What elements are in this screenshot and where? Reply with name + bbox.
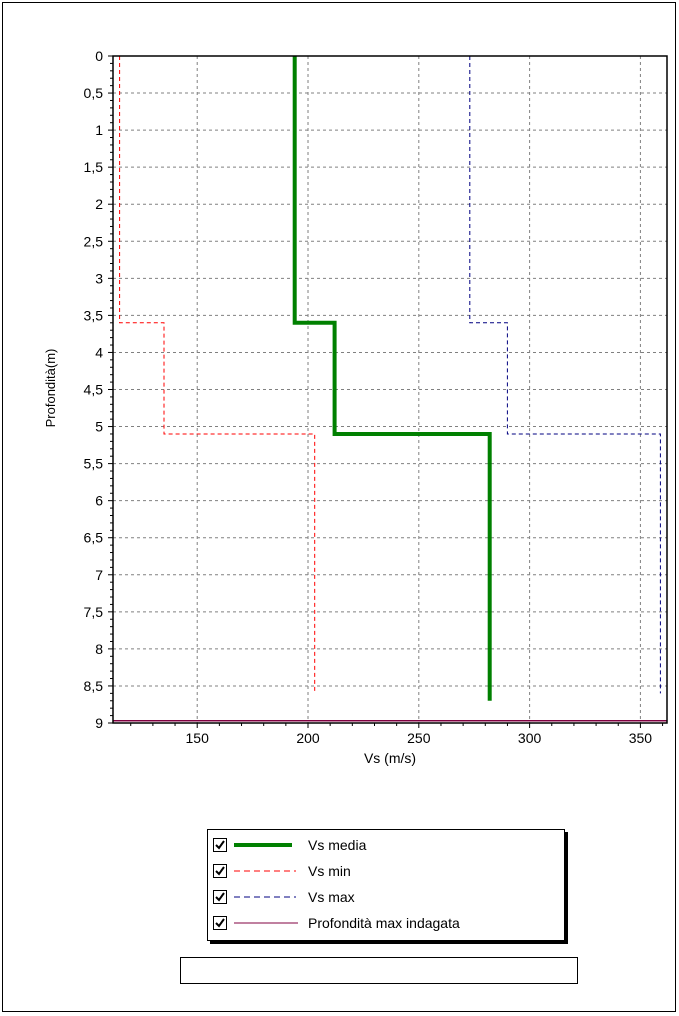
legend-swatch-vs-max: [234, 896, 296, 898]
legend-label-profondita-max: Profondità max indagata: [308, 915, 460, 931]
y-tick-label: 3,5: [84, 307, 104, 323]
y-tick-label: 6,5: [84, 530, 104, 546]
legend-checkbox-vs-media[interactable]: [213, 838, 227, 852]
y-tick-label: 7: [95, 567, 103, 583]
y-tick-label: 8,5: [84, 678, 104, 694]
y-tick-label: 5,5: [84, 456, 104, 472]
axis-ticks: 0 0,5 1 1,5 2 2,5 3 3,5 4 4,5 5 5,5 6 6,5 7 7,5 8 8,5 9 150…: [84, 48, 664, 746]
empty-text-box: [180, 957, 578, 984]
legend-checkbox-vs-min[interactable]: [213, 864, 227, 878]
x-tick-label: 250: [407, 730, 431, 746]
series-line-vs-media: [292, 56, 492, 701]
legend-label-vs-max: Vs max: [308, 889, 355, 905]
y-tick-label: 3: [95, 270, 103, 286]
x-tick-label: 150: [186, 730, 210, 746]
legend-swatch-vs-min: [234, 870, 296, 872]
series-layer: [113, 56, 667, 722]
x-tick-label: 350: [629, 730, 653, 746]
legend-item-vs-media[interactable]: Vs media: [208, 835, 564, 857]
y-tick-label: 1: [95, 122, 103, 138]
legend-label-vs-media: Vs media: [308, 837, 367, 853]
check-icon: [215, 866, 225, 876]
y-tick-label: 1,5: [84, 159, 104, 175]
legend-checkbox-profondita-max[interactable]: [213, 916, 227, 930]
check-icon: [215, 840, 225, 850]
legend-label-vs-min: Vs min: [308, 863, 351, 879]
x-axis-label: Vs (m/s): [364, 750, 416, 766]
y-tick-label: 9: [95, 715, 103, 731]
y-tick-label: 8: [95, 641, 103, 657]
y-tick-label: 0: [95, 48, 103, 64]
y-axis-label: Profondità(m): [43, 349, 58, 428]
y-tick-label: 7,5: [84, 604, 104, 620]
y-tick-label: 4,5: [84, 382, 104, 398]
legend-swatch-profondita-max: [234, 922, 298, 924]
x-tick-label: 300: [518, 730, 542, 746]
grid: [113, 55, 667, 724]
depth-velocity-chart: 0 0,5 1 1,5 2 2,5 3 3,5 4 4,5 5 5,5 6 6,5 7 7,5 8 8,5 9 150…: [43, 48, 668, 766]
y-tick-label: 2: [95, 196, 103, 212]
legend-swatch-vs-media: [234, 843, 292, 847]
check-icon: [215, 918, 225, 928]
series-line-vs-max: [469, 56, 661, 694]
legend-checkbox-vs-max[interactable]: [213, 890, 227, 904]
y-tick-label: 4: [95, 344, 103, 360]
y-tick-label: 6: [95, 493, 103, 509]
series-line-vs-min: [119, 56, 316, 694]
x-tick-label: 200: [296, 730, 320, 746]
legend-item-vs-max[interactable]: Vs max: [208, 887, 564, 909]
legend-item-profondita-max[interactable]: Profondità max indagata: [208, 913, 564, 935]
check-icon: [215, 892, 225, 902]
legend: Vs media Vs min Vs max Profondità max in…: [207, 829, 565, 941]
y-tick-label: 0,5: [84, 85, 104, 101]
legend-item-vs-min[interactable]: Vs min: [208, 861, 564, 883]
y-tick-label: 2,5: [84, 233, 104, 249]
y-tick-label: 5: [95, 419, 103, 435]
